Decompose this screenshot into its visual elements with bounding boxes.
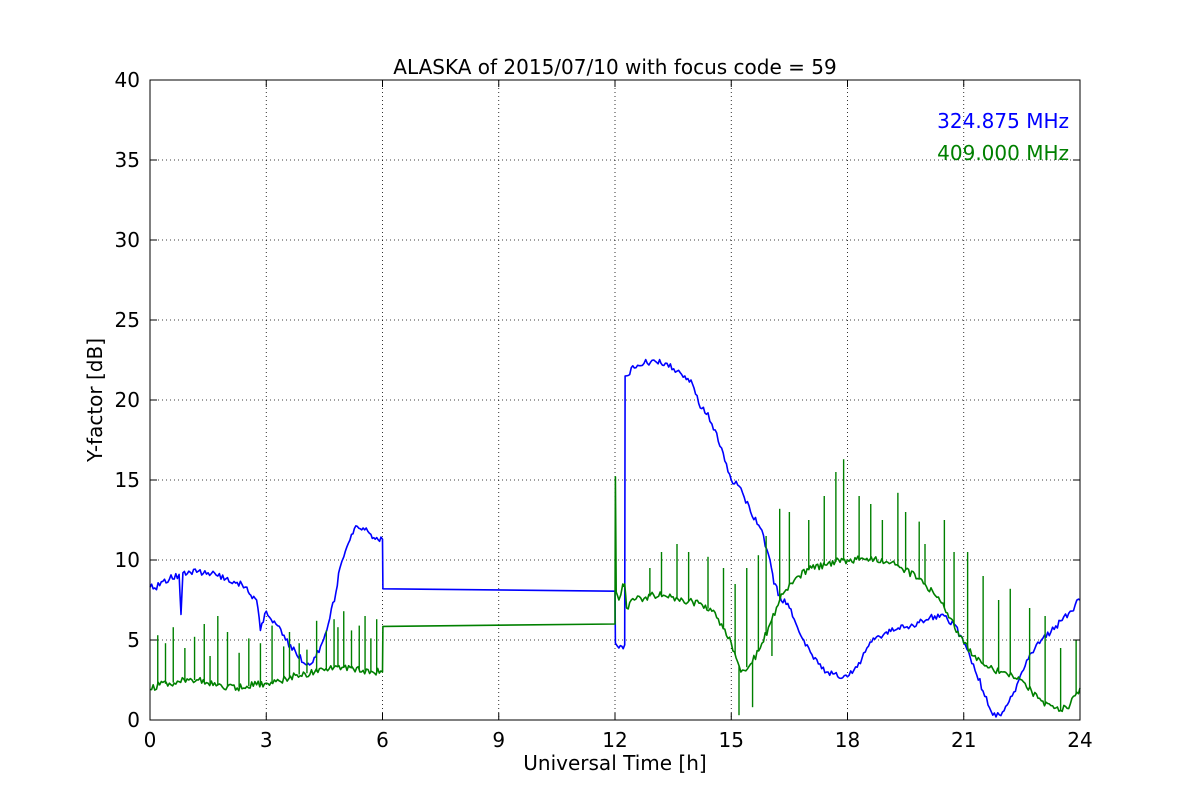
series-layer — [149, 358, 1081, 718]
x-tick-label: 15 — [719, 728, 744, 752]
x-tick-label: 21 — [951, 728, 976, 752]
y-tick-label: 10 — [115, 548, 140, 572]
x-tick-label: 0 — [144, 728, 157, 752]
y-tick-label: 20 — [115, 388, 140, 412]
y-tick-label: 5 — [127, 628, 140, 652]
legend: 324.875 MHz 409.000 MHz — [937, 109, 1069, 165]
y-tick-label: 35 — [115, 148, 140, 172]
y-axis-title: Y-factor [dB] — [83, 338, 107, 463]
chart-title: ALASKA of 2015/07/10 with focus code = 5… — [393, 55, 836, 79]
y-tick-label: 30 — [115, 228, 140, 252]
x-tick-label: 6 — [376, 728, 389, 752]
x-axis-title: Universal Time [h] — [523, 751, 706, 775]
y-tick-label: 0 — [127, 708, 140, 732]
x-tick-label: 12 — [602, 728, 627, 752]
x-tick-label: 9 — [492, 728, 505, 752]
legend-entry: 324.875 MHz — [937, 109, 1069, 133]
y-tick-label: 15 — [115, 468, 140, 492]
tick-layer: 0 3 6 9 12 15 18 21 24 0 5 10 15 20 25 30 35 40 — [115, 68, 1093, 752]
series-line — [150, 476, 1081, 713]
x-tick-label: 18 — [835, 728, 860, 752]
y-tick-label: 40 — [115, 68, 140, 92]
y-tick-label: 25 — [115, 308, 140, 332]
x-tick-label: 24 — [1067, 728, 1092, 752]
x-tick-label: 3 — [260, 728, 273, 752]
series-2 — [150, 459, 1081, 716]
legend-entry: 409.000 MHz — [937, 141, 1069, 165]
